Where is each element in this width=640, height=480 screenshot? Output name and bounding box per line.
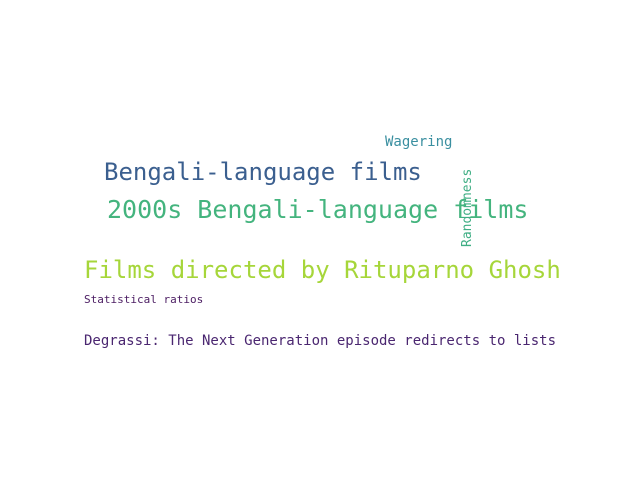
word-films-directed-by-rituparno-ghosh: Films directed by Rituparno Ghosh	[84, 256, 561, 284]
word-bengali-language-films: Bengali-language films	[104, 158, 422, 186]
word-statistical-ratios: Statistical ratios	[84, 293, 204, 306]
word-2000s-bengali-language-films: 2000s Bengali-language films	[107, 195, 529, 224]
word-degrassi-redirects: Degrassi: The Next Generation episode re…	[84, 333, 557, 349]
word-wagering: Wagering	[385, 134, 453, 150]
